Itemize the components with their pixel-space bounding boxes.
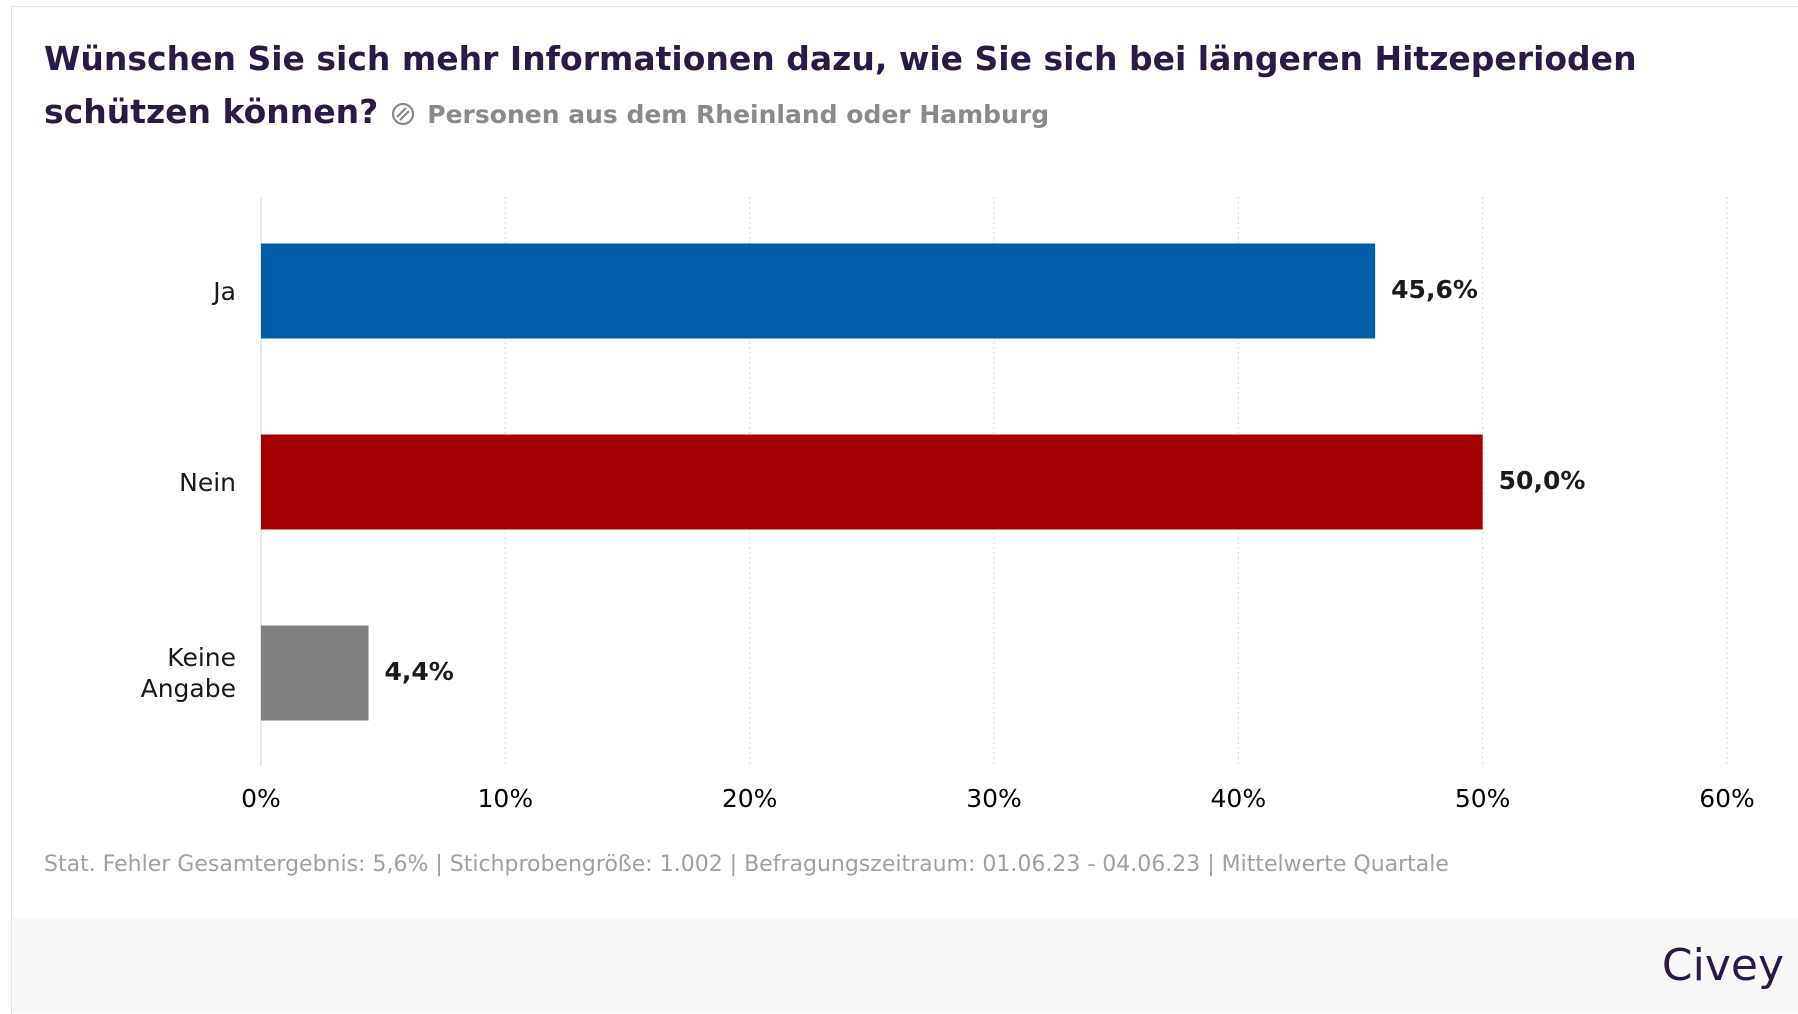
y-tick-label: Nein	[179, 467, 236, 497]
icon	[391, 102, 414, 126]
bar	[261, 243, 1376, 339]
value-label: 50,0%	[1498, 466, 1586, 495]
chart-title: Wünschen Sie sich mehr Informationen daz…	[44, 39, 1637, 131]
x-tick-label: 20%	[722, 784, 778, 813]
footnote: Stat. Fehler Gesamtergebnis: 5,6% | Stic…	[44, 852, 1449, 877]
title-block: Wünschen Sie sich mehr Informationen daz…	[44, 32, 1744, 141]
y-tick-label: Keine Angabe	[140, 643, 236, 703]
y-tick-label: Ja	[213, 276, 236, 306]
x-tick-label: 0%	[241, 784, 281, 813]
x-tick-label: 10%	[478, 784, 534, 813]
value-label: 4,4%	[384, 657, 454, 686]
bar	[261, 625, 369, 721]
x-tick-label: 30%	[966, 784, 1022, 813]
x-tick-label: 60%	[1699, 784, 1755, 813]
footer-band	[12, 917, 1798, 1013]
card	[11, 6, 1798, 1014]
bar	[261, 434, 1483, 530]
x-tick-label: 50%	[1455, 784, 1511, 813]
subtitle: Personen aus dem Rheinland oder Hamburg	[427, 100, 1050, 129]
x-tick-label: 40%	[1211, 784, 1267, 813]
brand: Civey	[1661, 940, 1784, 991]
value-label: 45,6%	[1391, 275, 1478, 304]
